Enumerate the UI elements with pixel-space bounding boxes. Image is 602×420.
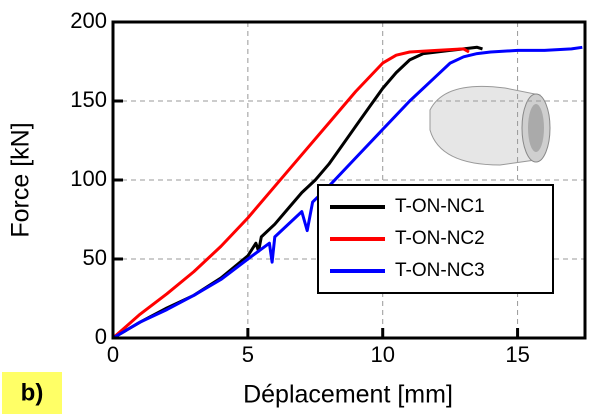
- x-axis-label: Déplacement [mm]: [243, 381, 453, 409]
- x-tick-label: 5: [242, 342, 254, 367]
- annotation-box: [2, 372, 62, 414]
- y-tick-label: 100: [70, 166, 107, 191]
- series-line: [112, 47, 470, 340]
- specimen-image: [429, 85, 551, 166]
- y-tick-label: 200: [70, 8, 107, 33]
- y-tick-label: 0: [95, 324, 107, 349]
- annotation: b): [21, 379, 44, 406]
- legend-label: T-ON-NC2: [395, 228, 485, 249]
- legend-label: T-ON-NC1: [395, 196, 485, 217]
- y-tick-label: 50: [83, 245, 107, 270]
- x-tick-label: 10: [370, 342, 394, 367]
- y-tick-label: 150: [70, 87, 107, 112]
- x-tick-label: 15: [505, 342, 529, 367]
- legend-label: T-ON-NC3: [395, 260, 485, 281]
- plot-frame: [111, 20, 587, 340]
- x-tick-label: 0: [107, 342, 119, 367]
- y-axis-label: Force [kN]: [7, 122, 35, 237]
